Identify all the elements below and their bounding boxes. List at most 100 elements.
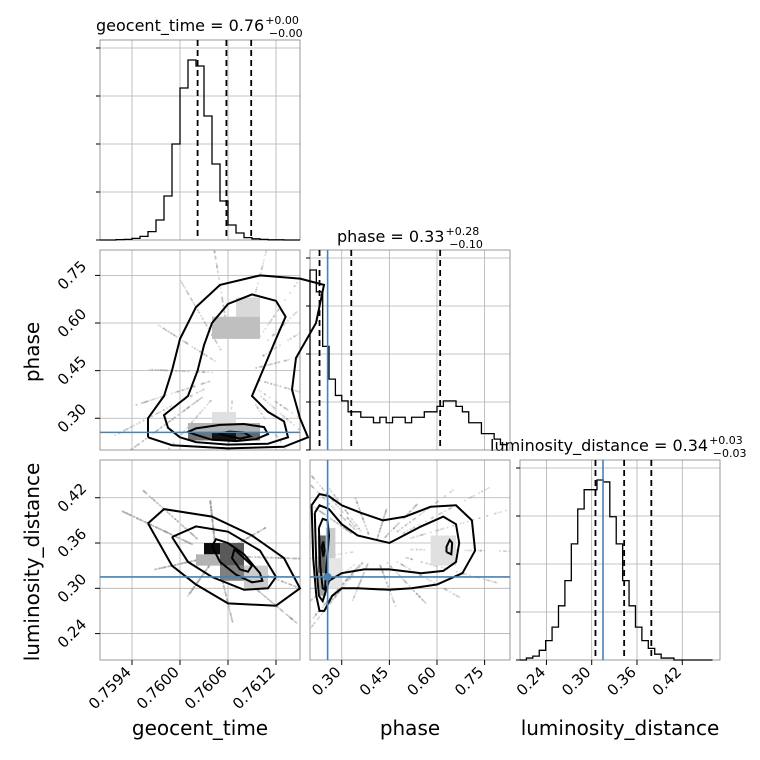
sample-point: [333, 494, 336, 497]
sample-point: [343, 584, 346, 587]
sample-point: [264, 595, 267, 598]
sample-point: [288, 615, 291, 618]
sample-point: [444, 588, 447, 591]
sample-point: [135, 517, 138, 520]
sample-point: [209, 506, 212, 509]
sample-point: [379, 565, 382, 568]
sample-point: [379, 527, 382, 530]
sample-point: [192, 534, 195, 537]
sample-point: [392, 527, 395, 530]
sample-point: [294, 585, 297, 588]
density-cell: [188, 423, 260, 433]
sample-point: [271, 601, 274, 604]
panel-frame: [519, 459, 721, 661]
sample-point: [227, 605, 230, 608]
sample-point: [210, 357, 213, 360]
sample-point: [201, 371, 204, 374]
sample-point: [280, 608, 283, 611]
sample-point: [452, 592, 455, 595]
sample-point: [129, 513, 132, 516]
density-cell: [325, 527, 336, 589]
sample-point: [285, 387, 288, 390]
sample-point: [279, 557, 282, 560]
density-cell: [212, 432, 236, 441]
sample-point: [262, 354, 265, 357]
sample-point: [287, 615, 290, 618]
sample-point: [212, 531, 215, 534]
sample-point: [191, 533, 194, 536]
sample-point: [342, 582, 345, 585]
x-tick-label-luminosity-distance: 0.30: [558, 663, 594, 699]
sample-point: [165, 369, 168, 372]
sample-point: [439, 528, 442, 531]
sample-point: [186, 342, 189, 345]
sample-point: [349, 520, 352, 523]
sample-point: [222, 305, 225, 308]
sample-point: [193, 385, 196, 388]
sample-point: [175, 535, 178, 538]
sample-point: [174, 518, 177, 521]
sample-point: [357, 504, 360, 507]
sample-point: [231, 620, 234, 623]
sample-point: [221, 297, 224, 300]
sample-point: [188, 593, 191, 596]
sample-point: [351, 599, 354, 602]
sample-point: [178, 369, 181, 372]
sample-point: [135, 403, 138, 406]
sample-point: [168, 420, 171, 423]
sample-point: [210, 511, 213, 514]
sample-point: [421, 599, 424, 602]
sample-point: [209, 500, 212, 503]
sample-point: [157, 527, 160, 530]
sample-point: [349, 524, 352, 527]
sample-point: [210, 509, 213, 512]
sample-point: [187, 541, 190, 544]
sample-point: [168, 532, 171, 535]
sample-point: [186, 407, 189, 410]
sample-point: [185, 387, 188, 390]
sample-point: [169, 533, 172, 536]
sample-point: [142, 439, 145, 442]
sample-point: [343, 517, 346, 520]
sample-point: [193, 401, 196, 404]
sample-point: [406, 557, 409, 560]
sample-point: [196, 581, 199, 584]
sample-point: [158, 567, 161, 570]
sample-point: [297, 356, 300, 359]
sample-point: [139, 518, 142, 521]
sample-point: [184, 527, 187, 530]
sample-point: [282, 580, 285, 583]
sample-point: [328, 502, 331, 505]
sample-point: [415, 504, 418, 507]
sample-point: [140, 402, 143, 405]
sample-point: [415, 535, 418, 538]
sample-point: [149, 523, 152, 526]
sample-point: [379, 564, 382, 567]
sample-point: [267, 598, 270, 601]
sample-point: [295, 557, 298, 560]
sample-point: [185, 341, 188, 344]
sample-point: [188, 541, 191, 544]
sample-point: [200, 410, 203, 413]
sample-point: [199, 350, 202, 353]
sample-point: [201, 318, 204, 321]
sample-point: [290, 617, 293, 620]
sample-point: [227, 441, 230, 444]
sample-point: [270, 556, 273, 559]
sample-point: [421, 598, 424, 601]
sample-point: [265, 352, 268, 355]
sample-point: [411, 558, 414, 561]
histogram-luminosity-distance: [520, 479, 713, 661]
sample-point: [477, 549, 480, 552]
sample-point: [134, 445, 137, 448]
sample-point: [186, 387, 189, 390]
sample-point: [191, 299, 194, 302]
sample-point: [186, 541, 189, 544]
sample-point: [174, 391, 177, 394]
sample-point: [209, 505, 212, 508]
contour-level: [313, 504, 461, 604]
sample-point: [173, 334, 176, 337]
sample-point: [185, 561, 188, 564]
sample-point: [215, 264, 218, 267]
sample-point: [209, 500, 212, 503]
